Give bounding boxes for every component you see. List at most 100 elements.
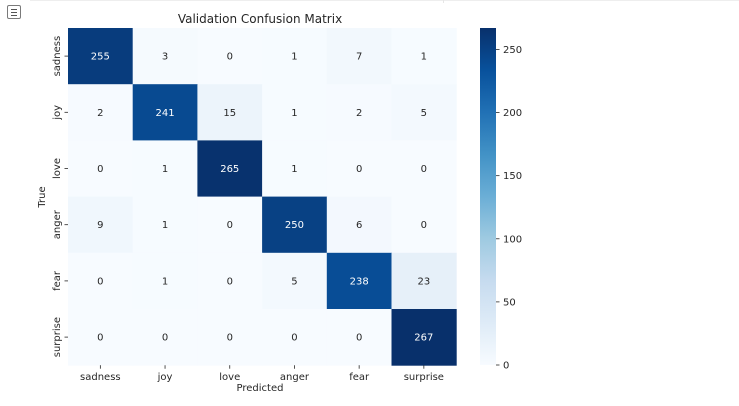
heatmap-cell	[197, 196, 263, 254]
heatmap-cell	[197, 309, 263, 366]
colorbar-tick-label: 0	[503, 361, 509, 372]
heatmap-cell	[68, 196, 134, 254]
y-axis-label: True	[37, 186, 48, 208]
cell-value-label: 3	[162, 52, 168, 63]
cell-value-label: 6	[356, 220, 362, 231]
cell-value-label: 0	[356, 164, 362, 175]
heatmap-cell	[326, 140, 392, 198]
colorbar-tick-label: 50	[503, 297, 516, 308]
heatmap-cell	[262, 252, 328, 310]
heatmap-cell	[68, 28, 134, 85]
x-axis-label: Predicted	[237, 383, 284, 394]
x-tick-label: sadness	[80, 372, 121, 383]
heatmap-cell	[68, 252, 134, 310]
cell-divider	[30, 0, 739, 1]
x-tick-label: surprise	[404, 372, 444, 383]
colorbar-tick-label: 150	[503, 171, 522, 182]
cell-value-label: 0	[97, 164, 103, 175]
heatmap-cell	[391, 196, 457, 254]
heatmap-cell	[391, 84, 457, 141]
cell-value-label: 5	[291, 276, 297, 287]
heatmap-cell	[132, 28, 198, 85]
heatmap-cell	[326, 196, 392, 254]
cell-value-label: 2	[356, 108, 362, 119]
output-toggle-icon[interactable]	[7, 5, 21, 19]
y-tick-label: fear	[52, 270, 63, 291]
cell-value-label: 2	[97, 108, 103, 119]
heatmap-cell	[132, 140, 198, 198]
cell-value-label: 1	[421, 52, 427, 63]
heatmap-cell	[132, 196, 198, 254]
heatmap-cell	[262, 84, 328, 141]
cell-value-label: 7	[356, 52, 362, 63]
output-gutter	[0, 0, 26, 406]
y-tick-label: love	[52, 158, 63, 179]
cell-value-label: 241	[156, 108, 175, 119]
y-tick-label: joy	[52, 105, 63, 121]
colorbar-ticks: 0 50 100 150 200 250	[496, 45, 522, 372]
cell-value-label: 1	[291, 108, 297, 119]
cell-value-label: 265	[220, 164, 239, 175]
heatmap-cells	[68, 28, 457, 366]
x-axis-ticks: sadness joy love anger fear surprise	[80, 365, 444, 383]
cell-value-label: 1	[162, 220, 168, 231]
heatmap-cell	[326, 28, 392, 85]
heatmap-cell	[197, 252, 263, 310]
heatmap-cell	[132, 84, 198, 141]
cell-value-label: 0	[227, 333, 233, 344]
cell-value-label: 1	[291, 52, 297, 63]
x-tick-label: joy	[157, 372, 173, 383]
cell-divider-tick	[443, 0, 444, 3]
y-tick-label: surprise	[52, 317, 63, 357]
heatmap-cell	[68, 309, 134, 366]
colorbar-tick-label: 200	[503, 108, 522, 119]
cell-value-label: 0	[421, 220, 427, 231]
cell-value-label: 5	[421, 108, 427, 119]
cell-value-label: 0	[227, 276, 233, 287]
heatmap-cell	[262, 196, 328, 254]
heatmap-cell	[132, 252, 198, 310]
colorbar-tick-label: 100	[503, 234, 522, 245]
colorbar	[480, 28, 496, 365]
x-tick-label: fear	[349, 372, 370, 383]
heatmap-cell	[197, 84, 263, 141]
cell-value-label: 0	[421, 164, 427, 175]
heatmap-cell	[262, 28, 328, 85]
heatmap-cell	[391, 140, 457, 198]
heatmap-cell	[197, 28, 263, 85]
y-tick-label: sadness	[52, 36, 63, 77]
heatmap-cell	[197, 140, 263, 198]
cell-value-label: 1	[162, 164, 168, 175]
cell-value-label: 0	[162, 333, 168, 344]
heatmap-cell	[262, 140, 328, 198]
heatmap-cell	[391, 252, 457, 310]
cell-value-label: 0	[97, 276, 103, 287]
cell-value-label: 238	[350, 276, 369, 287]
cell-value-label: 0	[291, 333, 297, 344]
heatmap-cell-labels: 255 3 0 1 7 12 241 15 1 2 50 1 265 1 0 09 1 0 250 6 00 1 0 5 238…	[91, 52, 434, 344]
x-tick-label: love	[219, 372, 240, 383]
cell-value-label: 0	[356, 333, 362, 344]
heatmap-cell	[326, 309, 392, 366]
y-tick-label: anger	[52, 209, 63, 239]
heatmap-cell	[326, 252, 392, 310]
cell-value-label: 0	[97, 333, 103, 344]
cell-value-label: 9	[97, 220, 103, 231]
cell-value-label: 1	[291, 164, 297, 175]
cell-value-label: 267	[414, 333, 433, 344]
colorbar-tick-label: 250	[503, 45, 522, 56]
heatmap-cell	[262, 309, 328, 366]
cell-value-label: 0	[227, 220, 233, 231]
cell-value-label: 23	[417, 276, 430, 287]
heatmap-cell	[391, 309, 457, 366]
heatmap-cell	[391, 28, 457, 85]
cell-value-label: 1	[162, 276, 168, 287]
cell-value-label: 15	[223, 108, 236, 119]
heatmap-cell	[68, 140, 134, 198]
cell-value-label: 0	[227, 52, 233, 63]
heatmap-cell	[326, 84, 392, 141]
cell-value-label: 250	[285, 220, 304, 231]
y-axis-ticks: sadness joy love anger fear surprise	[52, 36, 68, 357]
